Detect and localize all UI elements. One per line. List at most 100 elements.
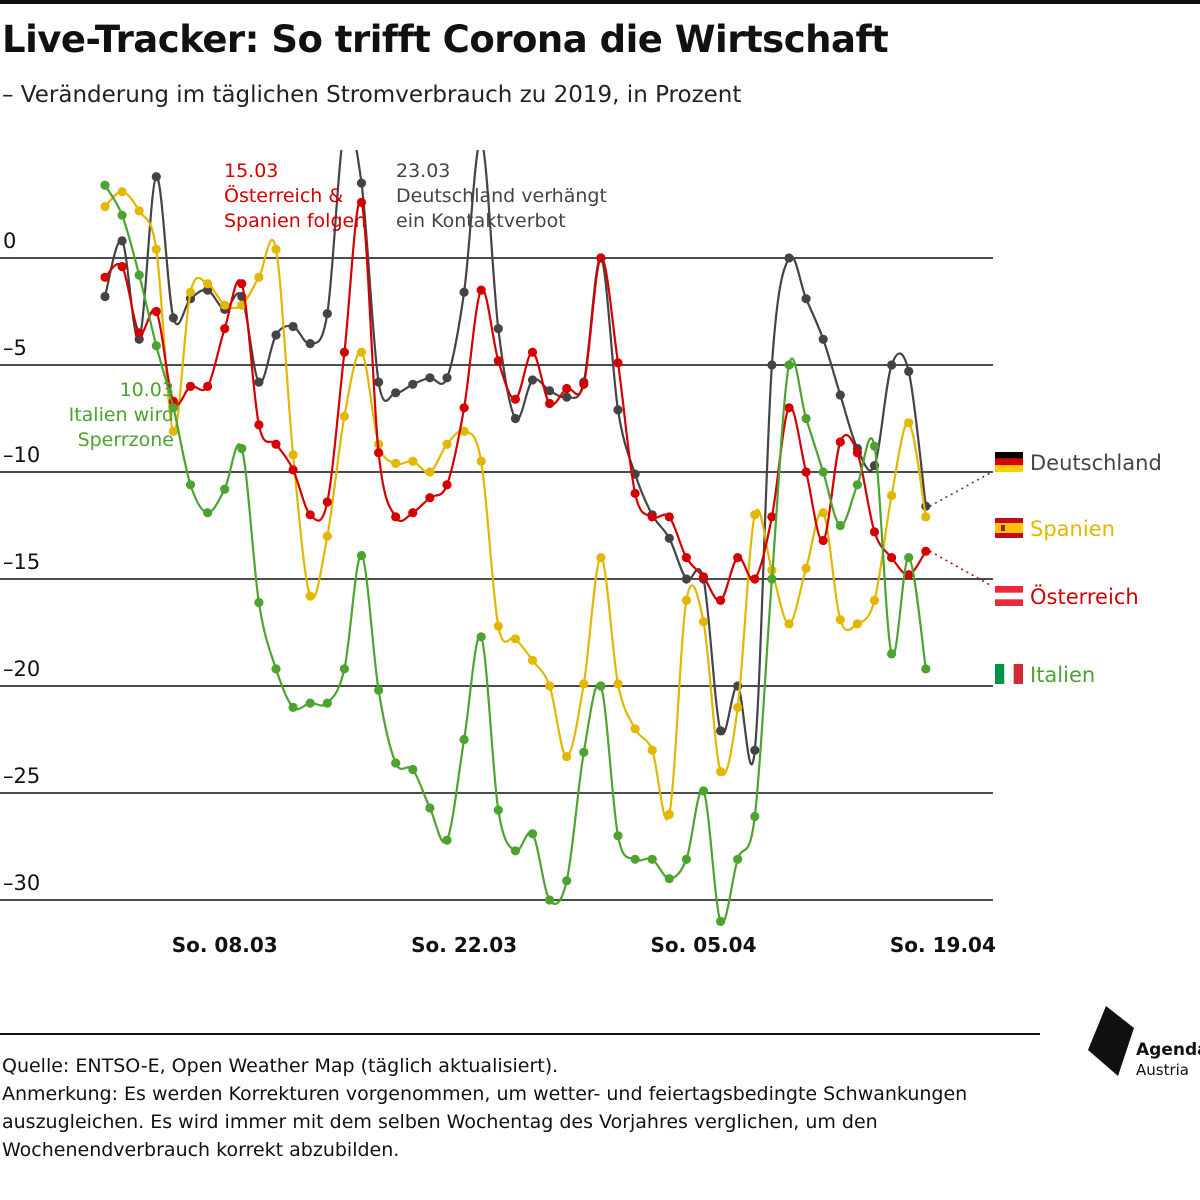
line-chart: 0–5–10–15–20–25–30 So. 08.03 So. 22.03 So.… <box>0 125 1162 957</box>
data-point-sterreich <box>374 448 384 458</box>
data-point-deutschland <box>408 379 418 389</box>
data-point-sterreich <box>339 347 349 357</box>
data-point-sterreich <box>869 527 880 537</box>
data-point-spanien <box>425 467 435 477</box>
data-point-sterreich <box>527 347 538 357</box>
data-point-spanien <box>305 591 315 601</box>
data-point-deutschland <box>784 253 794 263</box>
data-point-italien <box>288 702 298 713</box>
data-point-sterreich <box>391 512 401 522</box>
data-point-deutschland <box>271 330 281 340</box>
data-point-italien <box>681 854 692 864</box>
data-point-deutschland <box>750 745 760 755</box>
y-tick-label: –20 <box>3 657 40 681</box>
x-tick-label: So. 08.03 <box>172 933 278 957</box>
data-point-italien <box>596 681 606 691</box>
data-point-deutschland <box>254 377 264 387</box>
y-tick-label: –10 <box>3 443 40 467</box>
data-point-deutschland <box>545 386 555 396</box>
data-point-sterreich <box>254 420 264 430</box>
data-point-deutschland <box>904 366 914 376</box>
data-point-deutschland <box>117 236 127 246</box>
legend-item-sterreich: Österreich <box>929 550 1139 609</box>
data-point-italien <box>664 874 674 884</box>
annotation-line: Deutschland verhängt <box>396 185 607 207</box>
data-point-spanien <box>613 679 623 689</box>
data-point-sterreich <box>442 480 452 490</box>
data-point-deutschland <box>340 125 349 134</box>
data-point-spanien <box>545 681 555 691</box>
data-point-italien <box>339 664 349 674</box>
x-tick-label: So. 19.04 <box>890 933 996 957</box>
data-point-deutschland <box>921 501 931 511</box>
data-point-spanien <box>904 418 914 428</box>
logo-subname: Austria <box>1136 1061 1189 1079</box>
annotation-line: Sperrzone <box>78 429 174 451</box>
data-point-spanien <box>117 187 127 197</box>
data-point-spanien <box>442 439 452 449</box>
data-point-spanien <box>835 615 845 625</box>
data-point-sterreich <box>476 285 486 295</box>
x-axis-tick-labels: So. 08.03 So. 22.03 So. 05.04 So. 19.04 <box>172 933 996 957</box>
data-point-spanien <box>271 244 281 254</box>
data-point-spanien <box>647 745 657 755</box>
data-point-sterreich <box>322 497 332 507</box>
legend-item-deutschland: Deutschland <box>929 451 1162 507</box>
data-point-italien <box>305 698 315 708</box>
data-point-italien <box>151 341 161 351</box>
data-point-deutschland <box>425 373 435 383</box>
data-point-spanien <box>322 531 332 541</box>
y-tick-label: –30 <box>3 871 40 895</box>
data-point-sterreich <box>356 197 367 207</box>
annotation-line: 23.03 <box>396 160 450 182</box>
legend-label: Spanien <box>1030 517 1115 541</box>
data-point-italien <box>220 484 230 494</box>
y-tick-label: 0 <box>3 229 16 253</box>
data-point-sterreich <box>716 595 726 606</box>
data-point-spanien <box>579 679 589 689</box>
data-point-sterreich <box>818 535 828 546</box>
annotation-line: Italien wird <box>69 404 174 426</box>
data-point-italien <box>647 854 657 864</box>
data-point-deutschland <box>613 405 623 415</box>
data-point-spanien <box>630 724 640 734</box>
data-point-deutschland <box>493 324 503 334</box>
data-point-sterreich <box>784 403 794 413</box>
data-point-italien <box>442 835 452 845</box>
data-point-italien <box>203 508 213 518</box>
data-point-deutschland <box>562 392 572 402</box>
data-point-spanien <box>596 553 606 563</box>
data-point-spanien <box>921 512 931 522</box>
data-point-deutschland <box>477 136 486 145</box>
y-tick-label: –15 <box>3 550 40 574</box>
series-sterreich <box>100 197 931 606</box>
data-point-deutschland <box>134 334 144 344</box>
data-point-deutschland <box>818 334 828 344</box>
data-point-deutschland <box>510 413 520 424</box>
data-point-italien <box>527 829 538 839</box>
data-point-sterreich <box>237 279 247 289</box>
data-point-sterreich <box>887 553 897 563</box>
data-point-italien <box>801 413 811 424</box>
data-point-italien <box>408 764 418 775</box>
data-point-italien <box>271 664 281 674</box>
data-point-sterreich <box>185 381 196 391</box>
data-point-sterreich <box>664 512 674 522</box>
legend-label: Österreich <box>1030 584 1139 609</box>
data-point-sterreich <box>425 493 435 503</box>
data-point-italien <box>425 803 435 813</box>
y-tick-label: –5 <box>3 336 27 360</box>
data-point-deutschland <box>681 574 692 584</box>
data-point-italien <box>750 811 760 822</box>
data-point-spanien <box>408 456 418 466</box>
legend-leader <box>929 550 993 587</box>
data-point-italien <box>887 649 897 659</box>
annotation-2020-03-23: 23.03 Deutschland verhängt ein Kontaktverb… <box>396 160 607 232</box>
data-point-spanien <box>220 300 230 310</box>
data-point-italien <box>374 685 384 695</box>
series-italien <box>100 180 931 927</box>
data-point-sterreich <box>493 356 503 366</box>
data-point-italien <box>459 734 469 745</box>
data-point-spanien <box>254 272 264 282</box>
